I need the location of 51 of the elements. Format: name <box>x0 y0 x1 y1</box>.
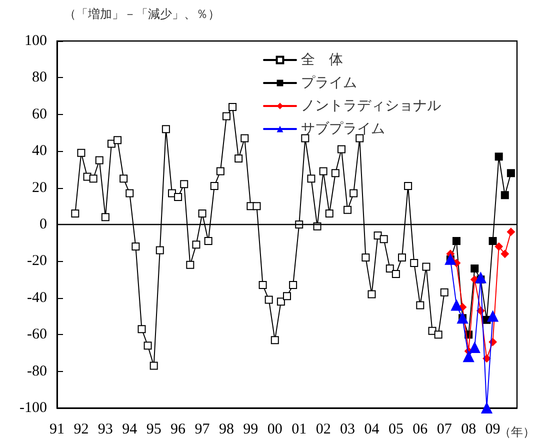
point <box>481 402 492 414</box>
point <box>452 237 460 246</box>
x-tick-label: 04 <box>364 422 380 438</box>
y-tick-label: 40 <box>32 143 47 160</box>
x-tick-label: 96 <box>170 422 186 438</box>
x-axis-title: （年） <box>499 425 535 439</box>
y-tick-label: -40 <box>27 290 47 306</box>
y-tick-label: 100 <box>24 33 47 49</box>
x-tick-label: 01 <box>292 422 307 438</box>
y-tick-label: 60 <box>32 106 47 122</box>
x-tick-label: 95 <box>146 422 162 438</box>
x-tick-label: 98 <box>218 422 234 438</box>
point <box>469 342 480 353</box>
y-tick-label: 20 <box>32 180 47 196</box>
x-tick-label: 07 <box>436 422 452 438</box>
legend-label: サブプライム <box>301 121 385 137</box>
point <box>494 242 503 251</box>
point <box>450 300 462 311</box>
y-tick-label: -20 <box>27 253 47 270</box>
x-tick-label: 00 <box>267 422 282 438</box>
point <box>500 250 509 258</box>
point <box>470 264 479 273</box>
point <box>475 272 486 284</box>
x-tick-label: 91 <box>50 422 64 438</box>
y-tick-label: -80 <box>27 363 47 380</box>
x-tick-label: 02 <box>316 422 331 438</box>
x-tick-label: 09 <box>485 422 500 438</box>
x-tick-label: 93 <box>98 422 113 438</box>
point <box>500 191 509 200</box>
y-tick-label: 0 <box>40 216 47 232</box>
y-tick-label: -100 <box>20 400 47 416</box>
x-tick-label: 03 <box>340 422 356 438</box>
point <box>488 237 497 246</box>
legend-label: ノントラディショナル <box>301 98 441 114</box>
x-tick-label: 06 <box>412 422 428 438</box>
x-tick-label: 97 <box>194 422 210 438</box>
y-tick-label: 80 <box>32 70 47 86</box>
y-tick-label: -60 <box>27 326 47 343</box>
legend-label: プライム <box>301 75 357 91</box>
x-tick-label: 99 <box>243 422 258 438</box>
x-tick-label: 92 <box>74 422 89 438</box>
x-tick-label: 94 <box>122 422 138 438</box>
point <box>463 351 474 362</box>
legend-label: 全 体 <box>301 52 343 68</box>
point <box>487 310 498 322</box>
point <box>506 228 515 236</box>
point <box>506 169 515 178</box>
x-tick-label: 05 <box>388 422 404 438</box>
y-axis-title: （「増加」－「減少」、％） <box>64 7 220 21</box>
point <box>494 152 503 161</box>
x-tick-label: 08 <box>461 422 476 438</box>
